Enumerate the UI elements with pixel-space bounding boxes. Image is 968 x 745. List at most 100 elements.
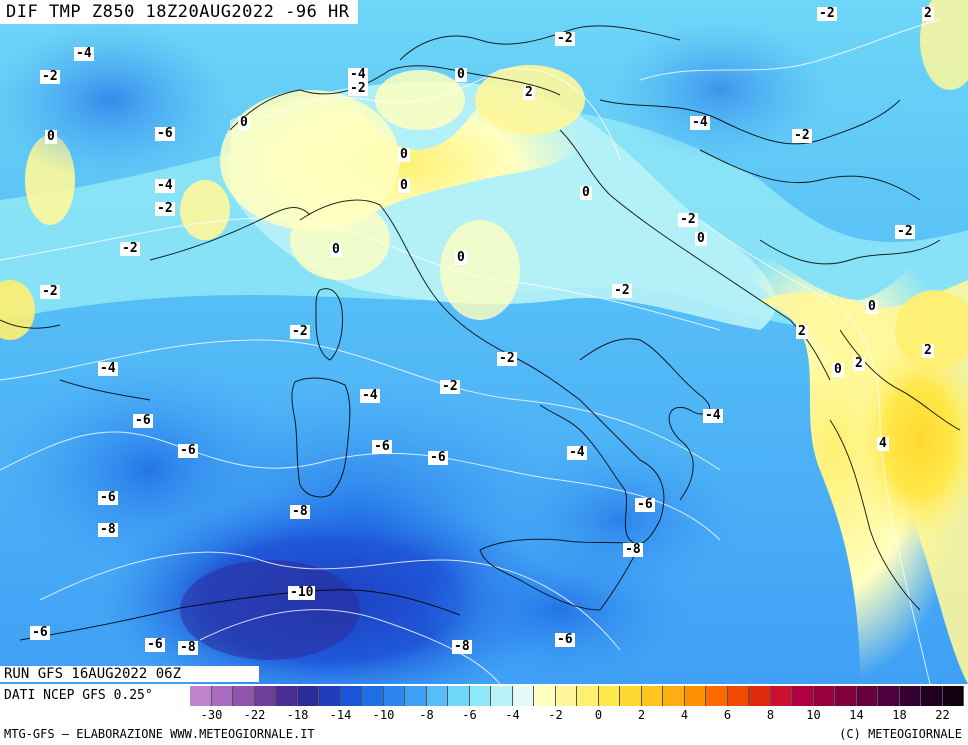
legend-swatch bbox=[706, 686, 728, 706]
contour-label: -4 bbox=[348, 67, 368, 82]
contour-label: 2 bbox=[922, 343, 934, 358]
contour-label: 0 bbox=[832, 362, 844, 377]
contour-label: -6 bbox=[30, 625, 50, 640]
contour-label: -4 bbox=[74, 46, 94, 61]
contour-label: -6 bbox=[145, 637, 165, 652]
legend-swatch bbox=[663, 686, 685, 706]
contour-label: -2 bbox=[348, 81, 368, 96]
contour-label: -4 bbox=[703, 408, 723, 423]
legend-swatch bbox=[813, 686, 835, 706]
contour-label: 0 bbox=[580, 185, 592, 200]
contour-label: 0 bbox=[398, 147, 410, 162]
contour-label: -6 bbox=[428, 450, 448, 465]
legend-swatch bbox=[297, 686, 319, 706]
legend-swatch bbox=[749, 686, 771, 706]
legend-swatch bbox=[641, 686, 663, 706]
contour-label: -2 bbox=[555, 31, 575, 46]
contour-label: -4 bbox=[690, 115, 710, 130]
map-title: DIF TMP Z850 18Z20AUG2022 -96 HR bbox=[0, 0, 358, 24]
contour-label: -2 bbox=[440, 379, 460, 394]
legend-swatch bbox=[878, 686, 900, 706]
contour-label: -2 bbox=[120, 241, 140, 256]
legend-swatch bbox=[770, 686, 792, 706]
contour-label: 2 bbox=[523, 85, 535, 100]
legend-swatch bbox=[835, 686, 857, 706]
legend-swatch bbox=[211, 686, 233, 706]
legend-tick-label: 10 bbox=[806, 708, 821, 722]
contour-label: -2 bbox=[792, 128, 812, 143]
legend-tick-label: 2 bbox=[637, 708, 646, 722]
legend-swatch bbox=[598, 686, 620, 706]
contour-label: -8 bbox=[452, 639, 472, 654]
contour-label: -2 bbox=[497, 351, 517, 366]
contour-label: 2 bbox=[796, 324, 808, 339]
legend-tick-label: 6 bbox=[723, 708, 732, 722]
contour-label: 0 bbox=[238, 115, 250, 130]
contour-label: 0 bbox=[455, 67, 467, 82]
contour-label: -2 bbox=[612, 283, 632, 298]
legend-tick-label: -6 bbox=[462, 708, 477, 722]
legend-swatch bbox=[233, 686, 255, 706]
legend-swatch bbox=[727, 686, 749, 706]
legend-swatch bbox=[512, 686, 534, 706]
color-scale-ticks: -30-22-18-14-10-8-6-4-2024681014182230 bbox=[190, 708, 968, 724]
legend-swatch bbox=[362, 686, 384, 706]
contour-label: 4 bbox=[877, 436, 889, 451]
contour-label: -8 bbox=[178, 640, 198, 655]
legend-tick-label: -14 bbox=[329, 708, 352, 722]
contour-label: -8 bbox=[290, 504, 310, 519]
legend-tick-label: -30 bbox=[200, 708, 223, 722]
legend-swatch bbox=[426, 686, 448, 706]
contour-label: -2 bbox=[155, 201, 175, 216]
legend-swatch bbox=[684, 686, 706, 706]
legend-swatch bbox=[448, 686, 470, 706]
legend-tick-label: -22 bbox=[243, 708, 266, 722]
legend-swatch bbox=[620, 686, 642, 706]
contour-label: -4 bbox=[155, 178, 175, 193]
legend-swatch bbox=[577, 686, 599, 706]
contour-label: 0 bbox=[45, 129, 57, 144]
footer-copyright: (C) METEOGIORNALE bbox=[839, 727, 962, 741]
contour-label: 2 bbox=[853, 356, 865, 371]
contour-label: -8 bbox=[623, 542, 643, 557]
contour-label: -2 bbox=[895, 224, 915, 239]
legend-swatch bbox=[340, 686, 362, 706]
contour-label: -6 bbox=[98, 490, 118, 505]
contour-label: -2 bbox=[40, 284, 60, 299]
contour-label: -2 bbox=[40, 69, 60, 84]
contour-label: -4 bbox=[98, 361, 118, 376]
legend-swatch bbox=[921, 686, 943, 706]
contour-label: 0 bbox=[455, 250, 467, 265]
footer-credit: MTG-GFS – ELABORAZIONE WWW.METEOGIORNALE… bbox=[4, 727, 315, 741]
legend-swatch bbox=[534, 686, 556, 706]
contour-label: -6 bbox=[635, 497, 655, 512]
contour-label: -6 bbox=[372, 439, 392, 454]
contour-label: -6 bbox=[178, 443, 198, 458]
run-label: RUN GFS 16AUG2022 06Z bbox=[4, 666, 182, 682]
legend-swatch bbox=[491, 686, 513, 706]
contour-label: -4 bbox=[567, 445, 587, 460]
color-scale-legend bbox=[190, 686, 964, 706]
legend-tick-label: -2 bbox=[548, 708, 563, 722]
contour-label: 0 bbox=[866, 299, 878, 314]
legend-swatch bbox=[383, 686, 405, 706]
legend-tick-label: 4 bbox=[680, 708, 689, 722]
legend-tick-label: 14 bbox=[849, 708, 864, 722]
legend-tick-label: -18 bbox=[286, 708, 309, 722]
legend-tick-label: -8 bbox=[419, 708, 434, 722]
contour-label: -2 bbox=[678, 212, 698, 227]
contour-label: 0 bbox=[330, 242, 342, 257]
contour-label: 0 bbox=[398, 178, 410, 193]
legend-tick-label: 8 bbox=[766, 708, 775, 722]
legend-tick-label: 22 bbox=[935, 708, 950, 722]
contour-label: -6 bbox=[155, 126, 175, 141]
legend-swatch bbox=[190, 686, 212, 706]
legend-tick-label: -4 bbox=[505, 708, 520, 722]
data-source: DATI NCEP GFS 0.25° bbox=[4, 688, 157, 703]
contour-label: -4 bbox=[360, 388, 380, 403]
legend-tick-label: 18 bbox=[892, 708, 907, 722]
contour-label: 0 bbox=[695, 231, 707, 246]
legend-tick-label: 0 bbox=[594, 708, 603, 722]
legend-swatch bbox=[792, 686, 814, 706]
contour-label: 2 bbox=[922, 6, 934, 21]
